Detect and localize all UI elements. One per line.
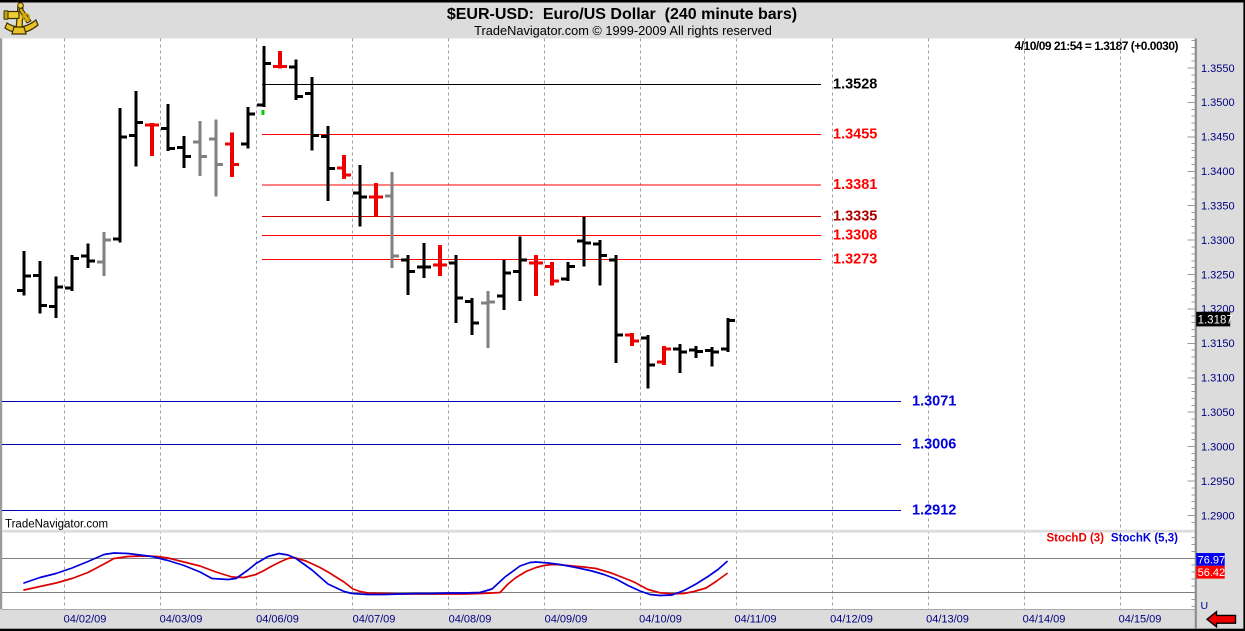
svg-text:04/14/09: 04/14/09 (1023, 614, 1066, 626)
svg-text:1.3300: 1.3300 (1201, 235, 1235, 247)
svg-text:StochD (3): StochD (3) (1047, 533, 1105, 545)
svg-text:1.3400: 1.3400 (1201, 166, 1235, 178)
svg-text:04/03/09: 04/03/09 (160, 614, 203, 626)
svg-text:04/06/09: 04/06/09 (256, 614, 299, 626)
svg-text:04/10/09: 04/10/09 (639, 614, 682, 626)
svg-text:04/09/09: 04/09/09 (545, 614, 588, 626)
svg-text:04/13/09: 04/13/09 (926, 614, 969, 626)
svg-text:1.3335: 1.3335 (833, 209, 877, 225)
svg-text:4/10/09 21:54 = 1.3187 (+0.003: 4/10/09 21:54 = 1.3187 (+0.0030) (1015, 39, 1179, 53)
svg-text:1.2900: 1.2900 (1201, 510, 1235, 522)
svg-text:1.3308: 1.3308 (833, 228, 877, 244)
svg-text:1.3528: 1.3528 (833, 77, 877, 93)
svg-text:1.3550: 1.3550 (1201, 63, 1235, 75)
svg-text:1.3455: 1.3455 (833, 127, 877, 143)
svg-text:1.3000: 1.3000 (1201, 441, 1235, 453)
svg-text:1.3071: 1.3071 (912, 394, 956, 410)
svg-text:1.3273: 1.3273 (833, 252, 877, 268)
svg-text:1.2950: 1.2950 (1201, 476, 1235, 488)
svg-text:1.3350: 1.3350 (1201, 200, 1235, 212)
svg-text:1.3050: 1.3050 (1201, 407, 1235, 419)
svg-text:04/15/09: 04/15/09 (1119, 614, 1162, 626)
svg-text:1.3150: 1.3150 (1201, 338, 1235, 350)
svg-text:1.3187: 1.3187 (1198, 315, 1233, 327)
svg-text:76.97: 76.97 (1198, 554, 1226, 566)
svg-text:04/08/09: 04/08/09 (449, 614, 492, 626)
svg-text:U: U (1201, 600, 1209, 612)
svg-text:1.3500: 1.3500 (1201, 97, 1235, 109)
svg-text:1.3381: 1.3381 (833, 177, 877, 193)
svg-text:StochK (5,3): StochK (5,3) (1111, 533, 1178, 545)
svg-text:04/11/09: 04/11/09 (734, 614, 776, 626)
svg-text:56.42: 56.42 (1198, 567, 1226, 579)
svg-text:$EUR-USD: Euro/US Dollar (24: $EUR-USD: Euro/US Dollar (240 minute bar… (447, 6, 797, 23)
svg-text:TradeNavigator.com © 1999-2009: TradeNavigator.com © 1999-2009 All right… (474, 23, 772, 38)
svg-text:1.3450: 1.3450 (1201, 132, 1235, 144)
svg-text:04/07/09: 04/07/09 (353, 614, 396, 626)
svg-text:1.2912: 1.2912 (912, 503, 956, 519)
svg-text:1.3100: 1.3100 (1201, 373, 1235, 385)
svg-text:04/12/09: 04/12/09 (830, 614, 873, 626)
svg-text:TradeNavigator.com: TradeNavigator.com (5, 519, 108, 531)
svg-text:1.3250: 1.3250 (1201, 269, 1235, 281)
svg-text:1.3006: 1.3006 (912, 437, 956, 453)
svg-text:04/02/09: 04/02/09 (64, 614, 107, 626)
